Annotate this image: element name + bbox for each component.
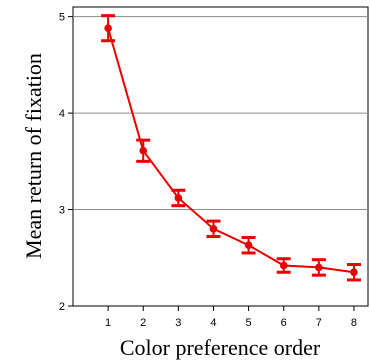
x-tick-label: 8 xyxy=(351,317,357,329)
x-tick-label: 6 xyxy=(281,317,287,329)
data-points xyxy=(104,24,358,277)
x-tick-label: 3 xyxy=(175,317,181,329)
data-point xyxy=(104,24,112,33)
x-tick-label: 2 xyxy=(140,317,146,329)
y-tick-label: 5 xyxy=(59,12,65,24)
data-point xyxy=(139,146,148,155)
axis-layer: 2 3 4 5 1 2 3 4 5 6 7 8 xyxy=(59,12,357,329)
y-tick-label: 4 xyxy=(59,108,65,120)
plot-area xyxy=(72,6,369,307)
data-point xyxy=(315,263,323,272)
y-axis-title: Mean return of fixation xyxy=(21,53,46,259)
data-point xyxy=(244,241,253,250)
grid-layer xyxy=(73,16,368,211)
x-tick-label: 4 xyxy=(210,317,216,329)
y-tick-label: 2 xyxy=(59,301,65,313)
data-point xyxy=(350,268,358,277)
x-tick-label: 7 xyxy=(316,317,322,329)
y-tick-label: 3 xyxy=(59,205,65,217)
series-line xyxy=(107,27,355,274)
x-axis-title: Color preference order xyxy=(120,335,321,360)
data-point xyxy=(209,225,218,233)
data-point xyxy=(174,194,183,202)
x-tick-label: 5 xyxy=(246,317,252,329)
data-point xyxy=(279,261,288,270)
series-line-layer xyxy=(107,27,355,274)
x-tick-label: 1 xyxy=(105,317,111,329)
